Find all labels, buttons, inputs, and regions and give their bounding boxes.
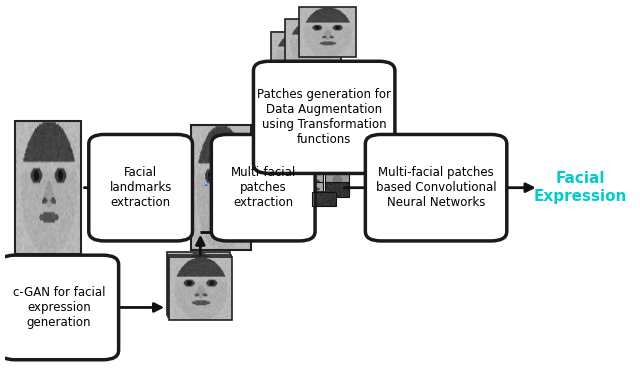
Bar bbox=[299, 7, 356, 57]
Text: Facial
Expression: Facial Expression bbox=[534, 172, 627, 204]
Text: Multi-facial patches
based Convolutional
Neural Networks: Multi-facial patches based Convolutional… bbox=[376, 166, 497, 209]
Circle shape bbox=[224, 182, 227, 183]
Circle shape bbox=[220, 205, 223, 206]
Circle shape bbox=[216, 198, 220, 200]
Bar bbox=[191, 125, 251, 250]
Circle shape bbox=[224, 201, 227, 202]
FancyBboxPatch shape bbox=[365, 134, 507, 241]
Circle shape bbox=[216, 201, 218, 202]
Text: Patches generation for
Data Augmentation
using Transformation
functions: Patches generation for Data Augmentation… bbox=[257, 88, 391, 146]
Bar bbox=[271, 32, 327, 81]
Circle shape bbox=[228, 162, 231, 164]
Bar bbox=[168, 255, 230, 318]
Bar bbox=[299, 174, 323, 189]
Circle shape bbox=[205, 184, 207, 186]
FancyBboxPatch shape bbox=[0, 255, 118, 360]
Text: c-GAN for facial
expression
generation: c-GAN for facial expression generation bbox=[13, 286, 105, 329]
Circle shape bbox=[211, 162, 214, 164]
Bar bbox=[15, 121, 81, 254]
Bar bbox=[169, 257, 232, 320]
Circle shape bbox=[230, 177, 234, 178]
Circle shape bbox=[209, 177, 212, 178]
FancyBboxPatch shape bbox=[89, 134, 193, 241]
Circle shape bbox=[220, 192, 223, 194]
FancyBboxPatch shape bbox=[253, 61, 395, 173]
Circle shape bbox=[223, 198, 226, 200]
Text: Facial
landmarks
extraction: Facial landmarks extraction bbox=[109, 166, 172, 209]
Circle shape bbox=[228, 210, 232, 211]
Bar bbox=[312, 192, 336, 206]
Circle shape bbox=[234, 184, 237, 186]
Bar bbox=[285, 20, 342, 69]
Bar bbox=[325, 182, 349, 197]
Circle shape bbox=[211, 210, 214, 211]
Text: Multi-facial
patches
extraction: Multi-facial patches extraction bbox=[230, 166, 296, 209]
Bar bbox=[325, 174, 349, 189]
Circle shape bbox=[216, 182, 218, 183]
FancyBboxPatch shape bbox=[211, 134, 315, 241]
Bar bbox=[166, 252, 230, 315]
Bar bbox=[299, 182, 323, 197]
